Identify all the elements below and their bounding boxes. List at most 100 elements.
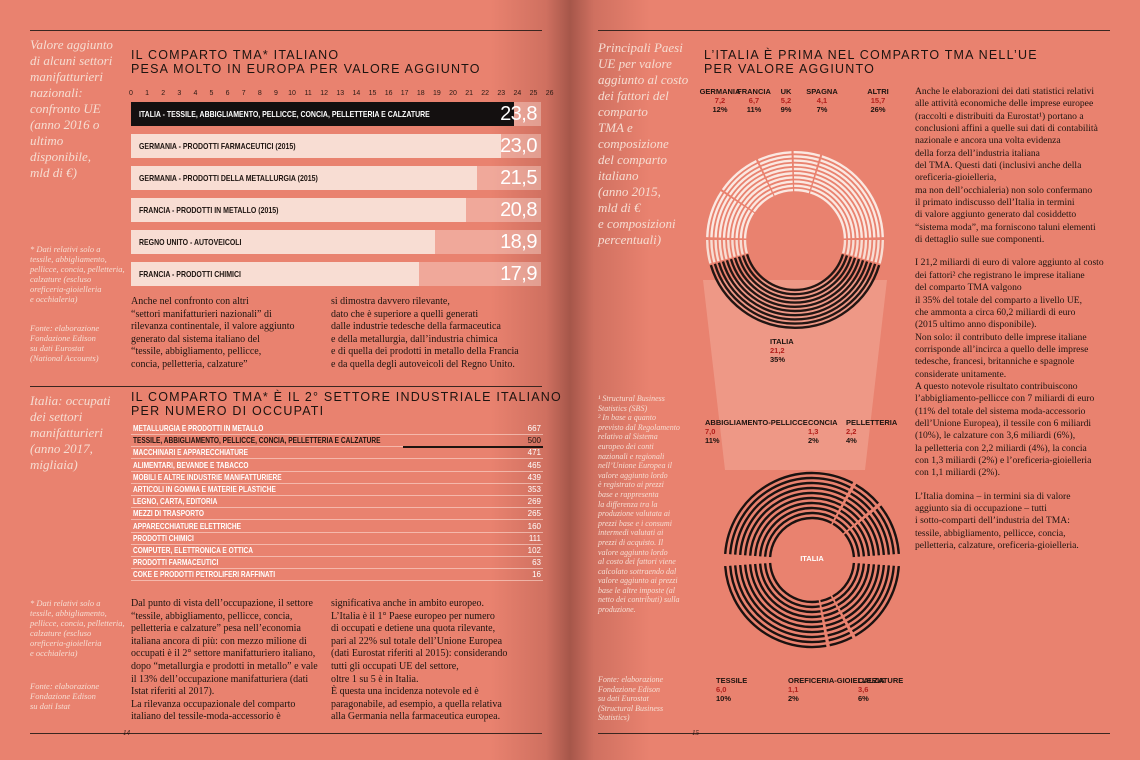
text-line: tedesche, francesi, britanniche e spagno… bbox=[915, 356, 1075, 368]
pie-arc bbox=[850, 239, 855, 256]
pie-arc bbox=[763, 163, 793, 173]
va-bar-row: FRANCIA - PRODOTTI CHIMICI 17,9 bbox=[131, 262, 541, 286]
axis-tick-label: 17 bbox=[400, 90, 409, 97]
text-line: il primato indiscusso dell’Italia in ter… bbox=[915, 197, 1075, 209]
pie-arc bbox=[849, 565, 891, 628]
occ-row-value: 500 bbox=[527, 436, 541, 446]
pie-arc bbox=[844, 533, 856, 558]
occ-row: MOBILI E ALTRE INDUSTRIE MANIFATTURIERE 4… bbox=[131, 473, 543, 484]
occ-row: LEGNO, CARTA, EDITORIA 269 bbox=[131, 497, 543, 509]
pie-arc bbox=[733, 257, 857, 304]
pie-label-name: GERMANIA bbox=[699, 87, 741, 96]
occ-row-label: MEZZI DI TRASPORTO bbox=[133, 509, 220, 518]
text-line: i sotto-comparti dell’industria del TMA: bbox=[915, 515, 1070, 527]
occ-label-text: METALLURGIA E PRODOTTI IN METALLO bbox=[133, 424, 264, 433]
text-line: del TMA. Questi dati (inclusivi anche de… bbox=[915, 160, 1082, 172]
pie-label-value: 6,7 bbox=[748, 96, 760, 105]
pie-arc bbox=[727, 239, 732, 259]
text-line: nazionale e ancora una volta evidenza bbox=[915, 135, 1061, 147]
pie-arc bbox=[717, 262, 873, 321]
pie-label-name: CALZATURE bbox=[858, 676, 904, 685]
pie-slice-filler bbox=[842, 239, 884, 264]
pie-arc bbox=[858, 239, 863, 259]
text-line: I 21,2 miliardi di euro di valore aggiun… bbox=[915, 257, 1104, 269]
va-bar-row: ITALIA - TESSILE, ABBIGLIAMENTO, PELLICC… bbox=[131, 102, 541, 126]
pie-arc bbox=[729, 476, 851, 555]
pie-arc bbox=[725, 163, 759, 194]
text-line: L’Italia domina – in termini sia di valo… bbox=[915, 490, 1071, 502]
s1-footnote: * Dati relativi solo a tessile, abbigliam… bbox=[30, 244, 125, 304]
axis-tick-label: 15 bbox=[368, 90, 377, 97]
pie-arc bbox=[793, 163, 817, 170]
pie-arc bbox=[738, 564, 825, 634]
occ-row-label: LEGNO, CARTA, EDITORIA bbox=[133, 497, 236, 506]
pie-label-value: 7,0 bbox=[705, 427, 716, 436]
pie-arc bbox=[753, 563, 822, 619]
pie-arc bbox=[738, 486, 847, 556]
pie-connector-band bbox=[703, 280, 887, 470]
bottom-rule-left bbox=[30, 733, 542, 734]
pie-arc bbox=[721, 160, 757, 191]
pie-label-share: 11% bbox=[746, 105, 762, 114]
occ-row-label: ARTICOLI IN GOMMA E MATERIE PLASTICHE bbox=[133, 485, 307, 494]
pie-arc bbox=[721, 261, 869, 317]
occ-label-text: APPARECCHIATURE ELETTRICHE bbox=[133, 521, 242, 531]
text-line: della forza dell’industria italiana bbox=[915, 147, 1040, 159]
pie-label-name: FRANCIA bbox=[737, 87, 771, 96]
axis-tick-label: 0 bbox=[129, 90, 133, 97]
axis-tick-label: 26 bbox=[545, 90, 554, 97]
pie-label-value: 6,0 bbox=[716, 685, 727, 694]
pie-arc bbox=[878, 239, 884, 264]
pie-arc bbox=[794, 184, 811, 190]
occ-row: MACCHINARI E APPARECCHIATURE 471 bbox=[131, 448, 543, 460]
pie-arc bbox=[862, 239, 868, 260]
pie-label-name: CONCIA bbox=[808, 418, 838, 427]
pie-label-share: 9% bbox=[780, 105, 792, 114]
pie-label-value: 1,1 bbox=[788, 685, 799, 694]
pie-arc bbox=[847, 564, 886, 624]
pie-arc bbox=[745, 253, 845, 292]
text-line: A questo notevole risultato contribuisco… bbox=[915, 380, 1078, 392]
occ-row-label: PRODOTTI CHIMICI bbox=[133, 534, 207, 543]
s2-source: Fonte: elaborazione Fondazione Edison su d… bbox=[30, 681, 100, 711]
pie-label-value: 7,2 bbox=[714, 96, 726, 105]
axis-tick-label: 16 bbox=[384, 90, 393, 97]
pie-arc bbox=[794, 180, 812, 186]
axis-tick-label: 19 bbox=[432, 90, 441, 97]
va-bar-label: ITALIA - TESSILE, ABBIGLIAMENTO, PELLICC… bbox=[139, 109, 494, 119]
pie-label-value: 2,2 bbox=[846, 427, 857, 436]
pie-arc bbox=[706, 191, 723, 238]
pie-arc bbox=[846, 239, 851, 255]
pie-arc bbox=[854, 239, 859, 258]
pie-arc bbox=[821, 155, 884, 238]
pie-arc bbox=[706, 239, 712, 264]
pie-arc bbox=[835, 518, 849, 531]
pie-arc bbox=[870, 239, 876, 262]
pie-slice-pelletteria bbox=[844, 505, 900, 558]
pie-arc bbox=[718, 197, 734, 238]
pie-arc bbox=[821, 600, 835, 608]
pie-arc bbox=[845, 501, 864, 518]
page-number-left: 14 bbox=[123, 729, 130, 737]
va-bar-label: REGNO UNITO - AUTOVEICOLI bbox=[139, 237, 264, 247]
pie-arc bbox=[828, 631, 851, 642]
text-line: dell’Unione Europea), il tessile con 6 m… bbox=[915, 417, 1092, 429]
va-bar-value: 18,9 bbox=[500, 231, 537, 253]
s2-body-left: Dal punto di vista dell’occupazione, il … bbox=[131, 598, 318, 723]
pie-label-name: TESSILE bbox=[716, 676, 748, 685]
occ-row-value: 667 bbox=[527, 424, 541, 433]
pie-label-name: ALTRI bbox=[867, 87, 889, 96]
occ-row: COMPUTER, ELETTRONICA E OTTICA 102 bbox=[131, 546, 543, 557]
pie-arc bbox=[758, 563, 821, 614]
pie-label: CONCIA 1,3 2% bbox=[808, 418, 838, 445]
occ-label-text: MACCHINARI E APPARECCHIATURE bbox=[133, 448, 249, 458]
pie-arc bbox=[714, 239, 720, 262]
pie-arc bbox=[768, 176, 793, 185]
occ-label-text: MOBILI E ALTRE INDUSTRIE MANIFATTURIERE bbox=[133, 472, 282, 482]
occ-label-text: PRODOTTI CHIMICI bbox=[133, 533, 194, 543]
pie-arc bbox=[729, 565, 826, 644]
pie-arc bbox=[823, 609, 839, 617]
text-line: conclusioni affini a quelle sui dati di … bbox=[915, 123, 1098, 135]
s1-body-right: si dimostra davvero rilevante, dato che è… bbox=[331, 296, 519, 370]
pie-arc bbox=[722, 239, 728, 260]
